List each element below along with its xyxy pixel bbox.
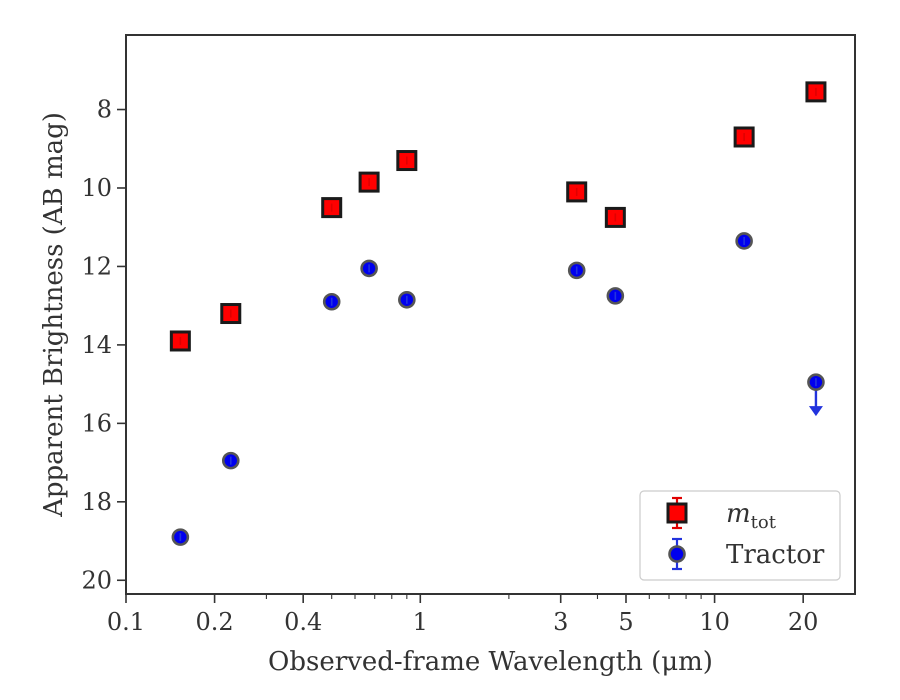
legend-box (639, 490, 841, 581)
x-tick-label: 3 (553, 608, 568, 636)
legend: mtot Tractor (639, 490, 841, 581)
x-tick-label: 0.1 (107, 608, 145, 636)
x-tick-label: 10 (699, 608, 730, 636)
data-marks (169, 81, 827, 546)
legend-label-m-tot: mtot (726, 499, 777, 533)
series-0 (169, 81, 827, 352)
x-tick-label: 20 (788, 608, 819, 636)
y-tick-label: 8 (97, 96, 112, 124)
x-tick-label: 1 (413, 608, 428, 636)
legend-marker-circle (668, 545, 686, 563)
upper-limit-arrow-head (808, 406, 823, 417)
x-tick-label: 5 (618, 608, 633, 636)
series-1 (171, 232, 825, 546)
y-tick-label: 18 (81, 488, 112, 516)
x-axis-label: Observed-frame Wavelength (μm) (268, 647, 713, 677)
plot-frame (125, 34, 856, 595)
x-tick-label: 0.4 (284, 608, 322, 636)
legend-entry-m-tot (666, 496, 688, 530)
x-tick-label: 0.2 (196, 608, 234, 636)
axis-ticks: 0.1 0.2 0.4 1 3 5 10 20 8 10 12 14 16 18 20 (81, 96, 818, 636)
legend-marker-square (666, 502, 688, 524)
legend-label-m-tot-main: m (726, 499, 751, 529)
y-tick-label: 10 (81, 174, 112, 202)
y-tick-label: 20 (81, 566, 112, 594)
legend-label-tractor: Tractor (726, 540, 825, 570)
y-tick-label: 14 (81, 331, 112, 359)
y-tick-label: 16 (81, 409, 112, 437)
legend-label-m-tot-subscript: tot (751, 512, 777, 533)
y-tick-label: 12 (81, 252, 112, 280)
y-axis-label: Apparent Brightness (AB mag) (39, 112, 69, 518)
legend-entry-tractor (668, 537, 686, 571)
